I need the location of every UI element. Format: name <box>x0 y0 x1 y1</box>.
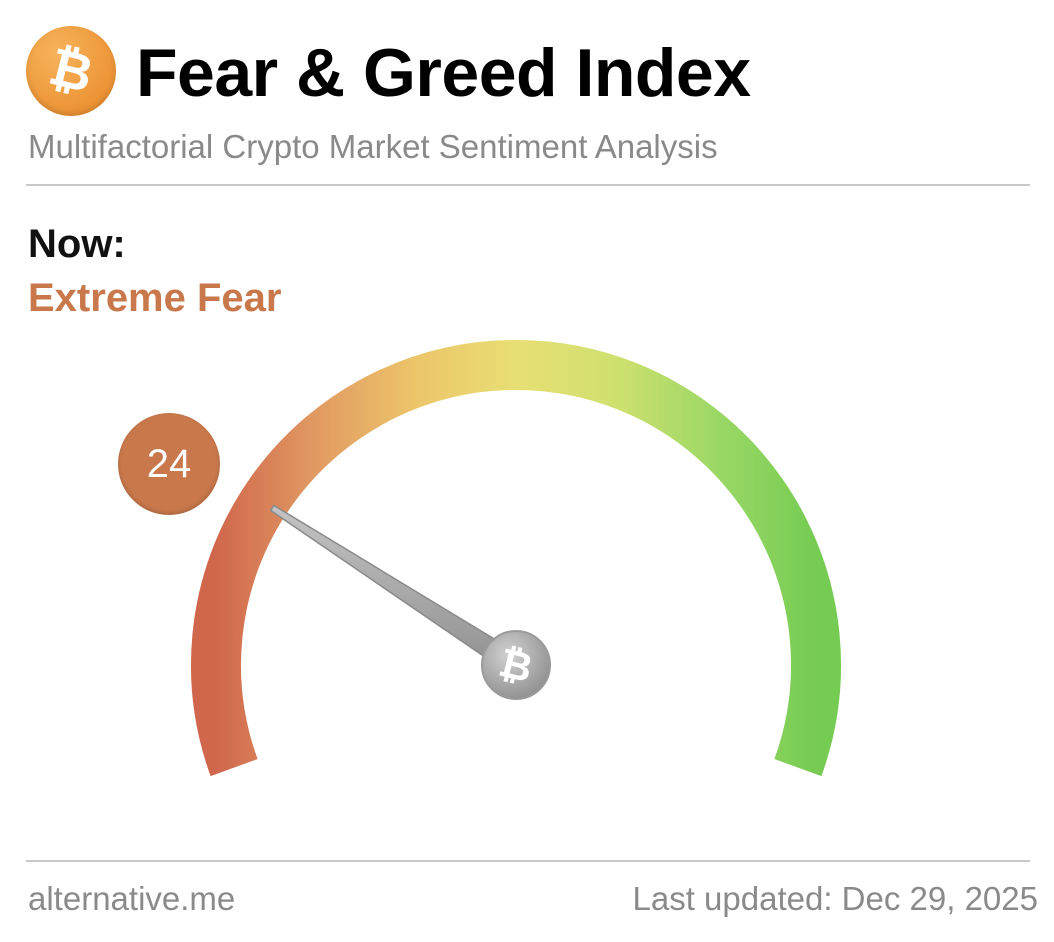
now-label: Now: <box>28 222 126 266</box>
index-value-badge: 24 <box>118 413 220 515</box>
gauge-graphic: ₿ <box>191 339 841 777</box>
source-link[interactable]: alternative.me <box>28 880 236 917</box>
page-subtitle: Multifactorial Crypto Market Sentiment A… <box>28 128 718 165</box>
page-title: Fear & Greed Index <box>136 35 751 111</box>
gauge-arc <box>191 339 841 777</box>
gauge-hub-bitcoin-icon <box>481 630 551 700</box>
gauge-needle <box>269 504 524 676</box>
index-value: 24 <box>146 442 192 486</box>
sentiment-gauge: ₿ <box>0 320 1054 840</box>
sentiment-status: Extreme Fear <box>28 276 282 320</box>
divider-bottom <box>26 860 1030 862</box>
bitcoin-glyph: ₿ <box>43 36 99 106</box>
header: ₿ Fear & Greed Index <box>26 26 1030 126</box>
last-updated: Last updated: Dec 29, 2025 <box>632 880 1038 917</box>
divider-top <box>26 184 1030 186</box>
bitcoin-logo-icon: ₿ <box>26 26 116 116</box>
